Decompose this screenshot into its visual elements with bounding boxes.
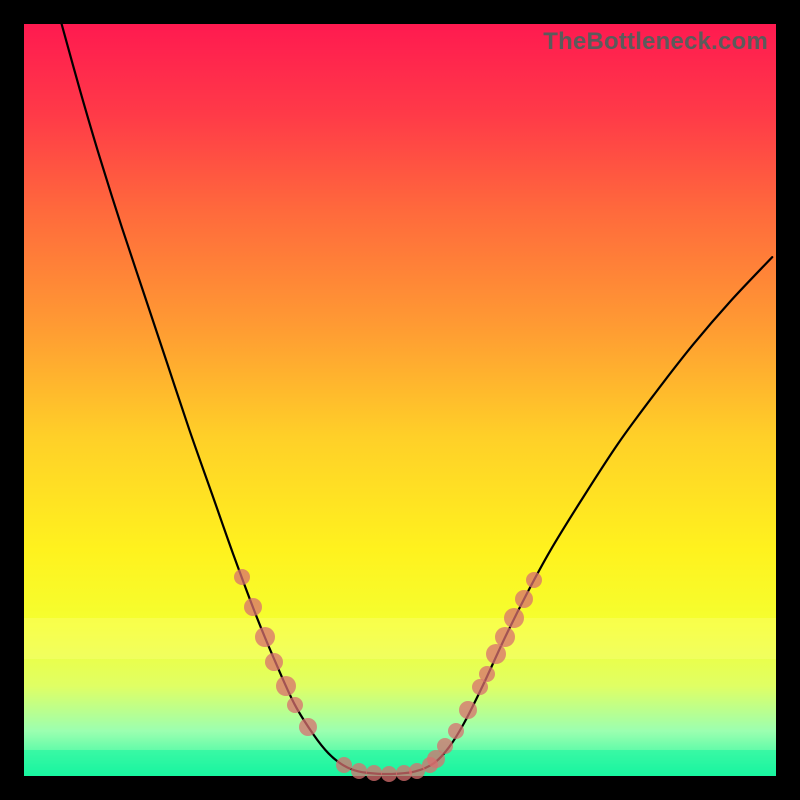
data-marker (234, 569, 250, 585)
watermark-text: TheBottleneck.com (543, 28, 768, 56)
data-marker (299, 718, 317, 736)
data-marker (381, 766, 397, 782)
data-marker (276, 676, 296, 696)
data-marker (255, 627, 275, 647)
data-marker (351, 763, 367, 779)
chart-frame: TheBottleneck.com (0, 0, 800, 800)
data-marker (526, 572, 542, 588)
data-marker (437, 738, 453, 754)
data-marker (336, 757, 352, 773)
data-marker (495, 627, 515, 647)
data-marker (515, 590, 533, 608)
plot-area: TheBottleneck.com (24, 24, 776, 776)
data-marker (504, 608, 524, 628)
data-marker (459, 701, 477, 719)
data-marker (448, 723, 464, 739)
bottleneck-curve (24, 24, 776, 776)
data-marker (244, 598, 262, 616)
data-marker (287, 697, 303, 713)
data-marker (366, 765, 382, 781)
data-marker (479, 666, 495, 682)
data-marker (265, 653, 283, 671)
data-marker (486, 644, 506, 664)
